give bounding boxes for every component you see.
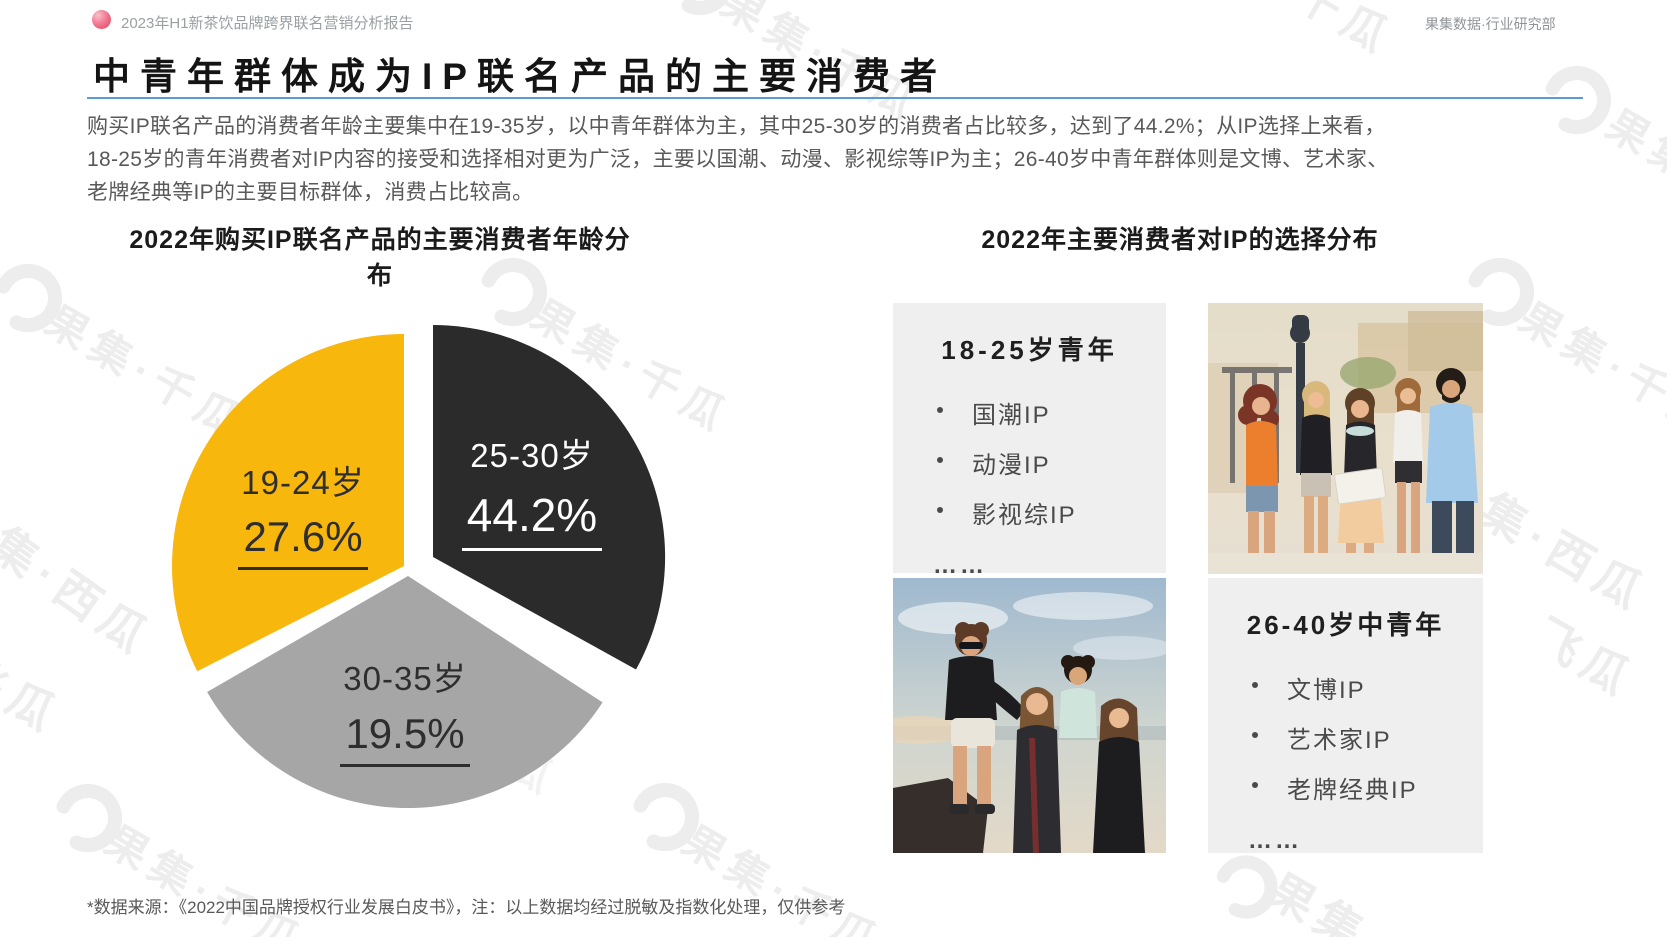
group-panel-18-25: 18-25岁青年 国潮IP 动漫IP 影视综IP …… [893, 303, 1166, 579]
guoji-logo-icon [92, 10, 111, 29]
ip-selection-title: 2022年主要消费者对IP的选择分布 [981, 226, 1379, 254]
group-panel-26-40: 26-40岁中青年 文博IP 艺术家IP 老牌经典IP …… [1208, 578, 1483, 854]
ip-list-item: 动漫IP [933, 445, 1166, 480]
brand-watermark: 果集·千瓜 [1511, 293, 1667, 446]
ellipsis-more: …… [1248, 827, 1302, 854]
department-label: 果集数据·行业研究部 [1425, 16, 1556, 32]
paragraph-line: 购买IP联名产品的消费者年龄主要集中在19-35岁，以中青年群体为主，其中25-… [87, 115, 1386, 138]
pie-label-25-30: 25-30岁 [437, 429, 627, 477]
brand-ring-watermark-icon [631, 783, 699, 851]
pie-category-label: 30-35岁 [343, 660, 467, 697]
group-of-young-people-photo [893, 578, 1166, 853]
pie-chart-title: 2022年购买IP联名产品的主要消费者年龄分布 [129, 226, 631, 290]
brand-ring-watermark-icon [1543, 66, 1611, 134]
brand-ring-watermark-icon [1214, 855, 1278, 919]
brand-ring-watermark-icon [0, 264, 62, 332]
pie-value-label: 27.6% [238, 513, 368, 570]
pie-value-label: 19.5% [340, 710, 470, 767]
pie-label-30-35: 30-35岁 [310, 652, 500, 700]
brand-ring-watermark-icon [54, 784, 122, 852]
pie-slice-30-35 [207, 576, 603, 809]
ip-list-item: 艺术家IP [1248, 720, 1483, 755]
ip-list: 文博IP 艺术家IP 老牌经典IP [1248, 670, 1483, 805]
pie-chart [172, 324, 666, 809]
brand-watermark: 千瓜 [1287, 0, 1403, 65]
pie-slice-19-24 [172, 334, 404, 672]
ip-list-item: 文博IP [1248, 670, 1483, 705]
paragraph-line: 老牌经典等IP的主要目标群体，消费占比较高。 [87, 181, 534, 204]
pie-value-25-30: 44.2% [437, 488, 627, 551]
group-title: 26-40岁中青年 [1246, 610, 1445, 640]
group-of-adults-photo [1208, 303, 1483, 574]
pie-value-30-35: 19.5% [310, 710, 500, 767]
brand-ring-watermark-icon [1466, 258, 1534, 326]
group-title: 18-25岁青年 [941, 335, 1118, 365]
pie-label-19-24: 19-24岁 [208, 456, 398, 504]
ip-list-item: 老牌经典IP [1248, 770, 1483, 805]
brand-watermark: 飞瓜 [0, 644, 71, 744]
ip-list-item: 影视综IP [933, 495, 1166, 530]
data-source-footnote: *数据来源：《2022中国品牌授权行业发展白皮书》，注：以上数据均经过脱敏及指数… [87, 898, 846, 917]
pie-slice-25-30 [433, 324, 666, 670]
brand-watermark: 果集·千瓜 [1257, 855, 1497, 937]
ip-list: 国潮IP 动漫IP 影视综IP [933, 395, 1166, 530]
intro-paragraph: 购买IP联名产品的消费者年龄主要集中在19-35岁，以中青年群体为主，其中25-… [87, 110, 1587, 209]
pie-value-19-24: 27.6% [208, 513, 398, 570]
report-title: 2023年H1新茶饮品牌跨界联名营销分析报告 [121, 15, 414, 32]
paragraph-line: 18-25岁的青年消费者对IP内容的接受和选择相对更为广泛，主要以国潮、动漫、影… [87, 148, 1389, 171]
pie-category-label: 19-24岁 [241, 464, 365, 501]
brand-ring-watermark-icon [666, 0, 734, 15]
ellipsis-more: …… [933, 552, 987, 579]
ip-list-item: 国潮IP [933, 395, 1166, 430]
page-title: 中青年群体成为IP联名产品的主要消费者 [93, 56, 947, 97]
pie-value-label: 44.2% [461, 488, 603, 551]
pie-category-label: 25-30岁 [470, 437, 594, 474]
title-underline [87, 97, 1583, 99]
brand-ring-watermark-icon [479, 258, 547, 326]
